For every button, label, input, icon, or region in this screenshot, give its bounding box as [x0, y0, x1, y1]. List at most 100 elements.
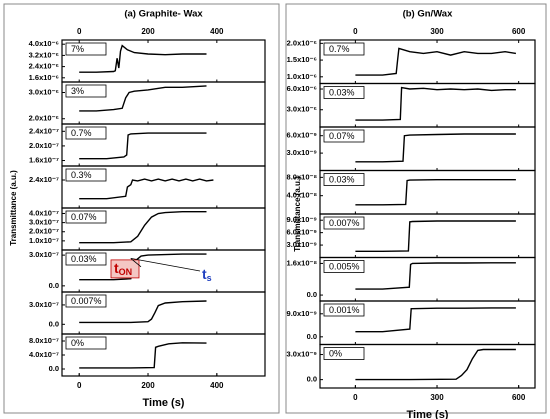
y-tick-label: 6.0x10⁻⁶ [287, 84, 317, 93]
label-box [323, 173, 365, 186]
label-box [65, 252, 107, 266]
annotation-subscript: ON [119, 267, 133, 277]
label-box [65, 336, 107, 350]
y-tick-label: 2.0x10⁻⁶ [287, 38, 317, 47]
x-tick-label: 0 [353, 393, 358, 402]
label-box [323, 86, 365, 99]
panel-label: 0.005% [329, 261, 360, 271]
y-tick-label: 3.0x10⁻⁷ [29, 250, 59, 259]
y-tick-label: 2.4x10⁻⁷ [29, 175, 59, 184]
data-line [79, 253, 207, 281]
x-axis-label: Time (s) [407, 409, 449, 419]
label-box [65, 126, 107, 140]
y-tick-label: 1.0x10⁻⁶ [287, 72, 317, 81]
data-line [79, 211, 207, 244]
panel-label: 0.001% [329, 305, 360, 315]
chart-title: (a) Graphite- Wax [124, 9, 203, 20]
y-tick-label: 0.0 [307, 290, 317, 299]
x-tick-label: 200 [141, 381, 155, 390]
annotation-box [110, 259, 140, 279]
arrow [130, 258, 142, 268]
y-tick-label: 1.5x10⁻⁶ [287, 55, 317, 64]
y-tick-label: 1.6x10⁻⁷ [29, 156, 59, 165]
label-box [65, 168, 107, 182]
x-tick-label-top: 0 [353, 27, 358, 36]
y-tick-label: 3.0x10⁻⁷ [29, 300, 59, 309]
y-tick-label: 2.0x10⁻⁶ [29, 114, 59, 123]
y-tick-label: 0.0 [49, 281, 59, 290]
y-tick-label: 6.0x10⁻⁹ [287, 228, 318, 237]
data-line [79, 178, 214, 200]
data-line [355, 262, 516, 290]
panel-label: 0.007% [329, 218, 360, 228]
y-tick-label: 1.6x10⁻⁸ [287, 258, 318, 267]
y-tick-label: 8.0x10⁻⁸ [287, 172, 318, 181]
x-tick-label-top: 600 [512, 27, 526, 36]
label-box [65, 84, 107, 98]
y-tick-label: 0.0 [49, 319, 59, 328]
data-line [79, 342, 207, 369]
y-tick-label: 4.0x10⁻⁸ [287, 191, 318, 200]
y-tick-label: 2.0x10⁻⁷ [29, 227, 59, 236]
annotation: ts [202, 266, 212, 284]
label-box [323, 42, 365, 56]
x-tick-label: 300 [430, 393, 444, 402]
chart-title: (b) Gn/Wax [403, 9, 453, 20]
label-box [323, 129, 365, 143]
y-tick-label: 0.0 [307, 332, 317, 341]
data-line [79, 132, 207, 160]
data-line [79, 85, 207, 112]
data-line [355, 307, 516, 333]
x-tick-label: 600 [512, 393, 526, 402]
y-tick-label: 0.0 [49, 364, 59, 373]
label-box [323, 216, 365, 230]
panel-label: 0.03% [329, 174, 355, 184]
data-line [355, 179, 516, 206]
panel-label: 0.7% [329, 44, 350, 54]
y-axis-label: Transmittance (a.u.) [293, 176, 302, 252]
panel-label: 0% [329, 348, 342, 358]
subplot-frame [319, 343, 536, 389]
x-tick-label: 400 [210, 381, 224, 390]
y-tick-label: 3.2x10⁻⁶ [29, 50, 59, 59]
y-tick-label: 2.4x10⁻⁶ [29, 62, 59, 71]
data-line [79, 44, 207, 73]
y-tick-label: 0.0 [307, 375, 317, 384]
panel-label: 0.7% [71, 128, 92, 138]
y-tick-label: 6.0x10⁻⁹ [287, 131, 318, 140]
label-box [65, 294, 107, 308]
data-line [355, 133, 516, 163]
data-line [355, 348, 516, 381]
y-tick-label: 3.0x10⁻⁷ [29, 218, 59, 227]
panel-label: 3% [71, 86, 84, 96]
x-axis-label: Time (s) [143, 397, 185, 409]
y-tick-label: 9.0x10⁻⁹ [287, 215, 318, 224]
panel-label: 0.3% [71, 170, 92, 180]
annotation: tON [114, 260, 132, 278]
panel-frame [3, 3, 280, 414]
x-tick-label-top: 0 [77, 27, 82, 36]
data-line [355, 47, 517, 76]
y-tick-label: 3.0x10⁻⁹ [287, 240, 318, 249]
y-axis-label: Transmittance (a.u.) [9, 170, 18, 246]
label-box [323, 303, 365, 317]
x-tick-label-top: 400 [210, 27, 224, 36]
label-box [323, 347, 365, 360]
annotation-text: t [202, 266, 207, 282]
y-tick-label: 3.0x10⁻⁶ [287, 105, 317, 114]
x-tick-label-top: 300 [430, 27, 444, 36]
panel-frame [285, 3, 547, 414]
panel-label: 0% [71, 338, 84, 348]
y-tick-label: 9.0x10⁻⁹ [287, 309, 318, 318]
data-line [79, 300, 207, 324]
x-tick-label-top: 200 [141, 27, 155, 36]
data-line [355, 220, 516, 252]
y-tick-label: 2.0x10⁻⁷ [29, 141, 59, 150]
y-tick-label: 3.0x10⁻⁹ [287, 350, 318, 359]
annotation-text: t [114, 260, 119, 276]
y-tick-label: 1.0x10⁻⁷ [29, 236, 59, 245]
arrow [130, 258, 201, 272]
panel-label: 0.007% [71, 296, 102, 306]
label-box [65, 210, 107, 224]
